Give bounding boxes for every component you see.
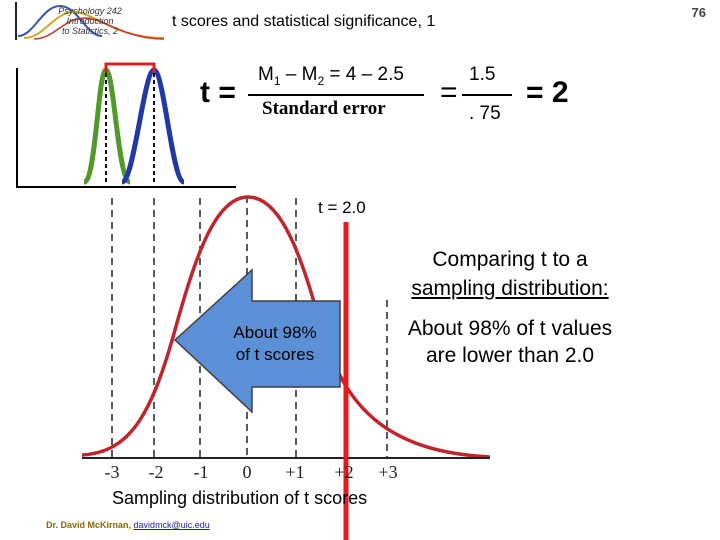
fraction-bar-2	[462, 94, 512, 96]
axis-tick-label: -3	[104, 462, 120, 482]
formula-denominator: Standard error	[262, 98, 386, 119]
formula-numerator: M1 – M2 = 4 – 2.5	[258, 64, 404, 88]
percentile-statement: About 98% of t values are lower than 2.0	[407, 317, 613, 367]
course-logo	[15, 2, 165, 40]
author-name: Dr. David McKirnan,	[46, 520, 132, 530]
axis-tick-label: -1	[193, 462, 209, 482]
denominator-value: . 75	[469, 103, 501, 124]
numerator-value: 1.5	[469, 64, 496, 85]
axis-tick-label: -2	[148, 462, 164, 482]
mini-distributions-figure	[16, 62, 236, 188]
result-value: = 2	[526, 76, 569, 109]
footer-credit: Dr. David McKirnan, davidmck@uic.edu	[46, 520, 210, 530]
axis-tick-label: +1	[285, 462, 305, 482]
fraction-bar-1	[248, 94, 424, 96]
arrow-label: About 98% of t scores	[233, 323, 317, 364]
slide-number: 76	[691, 5, 706, 20]
email-link[interactable]: davidmck@uic.edu	[133, 520, 210, 530]
left-arrow	[173, 268, 341, 414]
t-equals: t =	[200, 76, 236, 109]
mini-difference-bracket	[104, 62, 156, 73]
t-distribution-curve	[81, 195, 491, 459]
axis-title: Sampling distribution of t scores	[112, 488, 368, 508]
slide-title: t scores and statistical significance, 1	[172, 13, 436, 30]
axis-tick-label: +2	[334, 462, 354, 482]
axis-tick-label: +3	[378, 462, 398, 482]
logo-text: Psychology 242 Introduction to Statistic…	[58, 6, 122, 36]
t-value-label: t = 2.0	[318, 198, 366, 217]
equals-sign: =	[440, 76, 458, 109]
comparison-heading: Comparing t to a sampling distribution:	[411, 248, 609, 300]
axis-tick-label: 0	[242, 462, 252, 482]
